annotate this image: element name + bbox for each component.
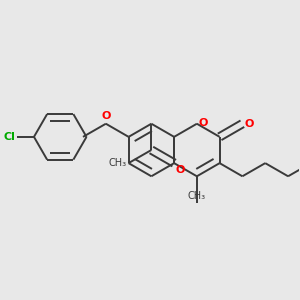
Text: O: O	[199, 118, 208, 128]
Text: O: O	[101, 111, 110, 121]
Text: CH₃: CH₃	[109, 158, 127, 168]
Text: O: O	[244, 119, 254, 129]
Text: Cl: Cl	[4, 132, 15, 142]
Text: CH₃: CH₃	[188, 191, 206, 201]
Text: O: O	[176, 165, 185, 175]
